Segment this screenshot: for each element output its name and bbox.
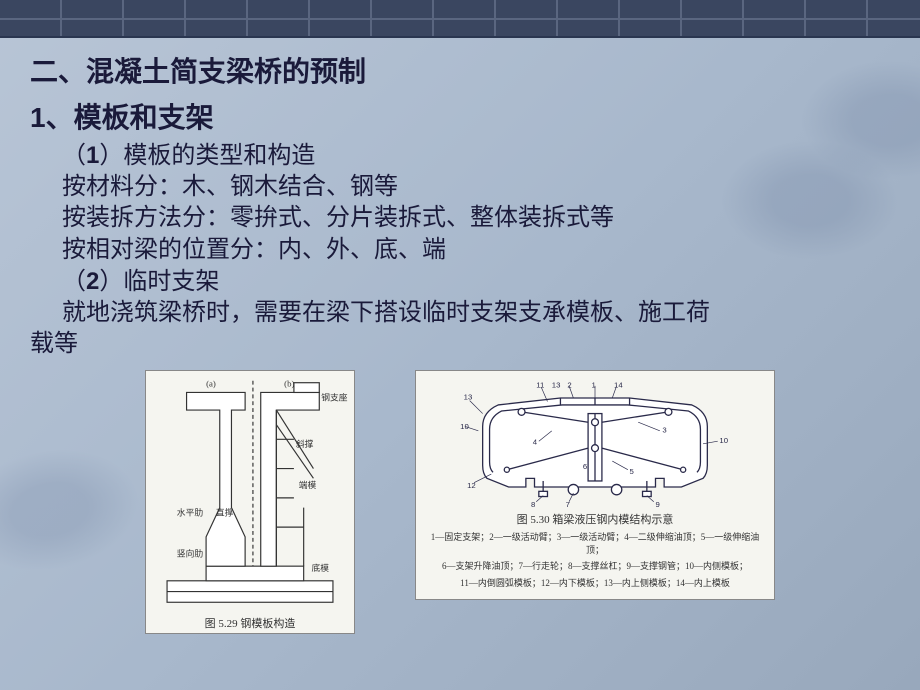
body-text-material: 按材料分：木、钢木结合、钢等 bbox=[62, 172, 890, 203]
fig-label-vrib: 竖向肋 bbox=[177, 548, 204, 559]
svg-text:8: 8 bbox=[531, 500, 535, 509]
svg-text:7: 7 bbox=[566, 500, 570, 509]
num-label: 2 bbox=[86, 268, 99, 295]
svg-text:4: 4 bbox=[533, 438, 538, 447]
fig-label-horiz: 水平肋 bbox=[177, 507, 204, 518]
body-text-position: 按相对梁的位置分：内、外、底、端 bbox=[62, 235, 890, 266]
fig-label-top: 钢支座 bbox=[321, 392, 348, 403]
figure-5-30: 11 13 2 1 14 13 10 12 3 4 5 6 7 8 9 10 bbox=[415, 370, 775, 600]
svg-text:1: 1 bbox=[592, 381, 596, 390]
svg-text:6: 6 bbox=[583, 462, 587, 471]
slide-content: 二、混凝土简支梁桥的预制 1、模板和支架 （1）模板的类型和构造 按材料分：木、… bbox=[0, 0, 920, 644]
svg-text:5: 5 bbox=[630, 467, 634, 476]
fig-label-bottom: 底模 bbox=[311, 562, 329, 573]
svg-text:13: 13 bbox=[464, 393, 473, 402]
figure-5-30-caption: 图 5.30 箱梁液压钢内模结构示意 bbox=[513, 509, 678, 529]
figure-5-29: (a) (b) 钢支座 斜撑 端模 水平肋 直撑 竖向肋 底模 图 5.29 钢… bbox=[145, 370, 355, 634]
figure-5-30-svg: 11 13 2 1 14 13 10 12 3 4 5 6 7 8 9 10 bbox=[424, 379, 766, 509]
num-label: 1 bbox=[86, 142, 99, 169]
sub-item-2: （2）临时支架 bbox=[62, 266, 890, 298]
figure-5-30-legend-3: 11—内倒圆弧模板；12—内下模板；13—内上侧模板；14—内上模板 bbox=[454, 575, 736, 592]
svg-text:14: 14 bbox=[614, 381, 623, 390]
fig-label-a: (a) bbox=[206, 379, 216, 389]
figures-row: (a) (b) 钢支座 斜撑 端模 水平肋 直撑 竖向肋 底模 图 5.29 钢… bbox=[30, 370, 890, 634]
figure-5-30-legend-1: 1—固定支架；2—一级活动臂；3—一级活动臂；4—二级伸缩油顶；5—一级伸缩油顶… bbox=[424, 529, 766, 558]
figure-5-30-legend-2: 6—支架升降油顶；7—行走轮；8—支撑丝杠；9—支撑钢管；10—内侧模板； bbox=[436, 558, 754, 575]
fig-label-diag: 斜撑 bbox=[296, 438, 314, 449]
paren-open: （ bbox=[62, 143, 86, 169]
figure-5-29-svg: (a) (b) 钢支座 斜撑 端模 水平肋 直撑 竖向肋 底模 bbox=[146, 371, 354, 613]
fig-label-side: 端模 bbox=[299, 479, 317, 490]
heading-subsection-text: 、模板和支架 bbox=[46, 103, 214, 134]
body-text-assembly: 按装拆方法分：零拚式、分片装拆式、整体装拆式等 bbox=[62, 203, 890, 234]
svg-text:10: 10 bbox=[460, 422, 469, 431]
paren-open: （ bbox=[62, 269, 86, 295]
svg-text:11: 11 bbox=[536, 381, 544, 390]
svg-text:3: 3 bbox=[662, 426, 666, 435]
sub-item-2-text: ）临时支架 bbox=[99, 269, 219, 295]
body-text-support-a: 就地浇筑梁桥时，需要在梁下搭设临时支架支承模板、施工荷 bbox=[62, 298, 890, 329]
sub-item-1-text: ）模板的类型和构造 bbox=[99, 143, 315, 169]
svg-text:13: 13 bbox=[552, 381, 561, 390]
num-label: 1 bbox=[30, 102, 46, 133]
svg-text:12: 12 bbox=[467, 481, 476, 490]
svg-text:9: 9 bbox=[655, 500, 659, 509]
fig-label-b: (b) bbox=[284, 379, 294, 389]
body-text-support-b: 载等 bbox=[30, 329, 890, 360]
svg-text:10: 10 bbox=[719, 436, 728, 445]
heading-subsection: 1、模板和支架 bbox=[30, 96, 890, 136]
sub-item-1: （1）模板的类型和构造 bbox=[62, 140, 890, 172]
fig-label-vert: 直撑 bbox=[216, 507, 234, 518]
svg-text:2: 2 bbox=[567, 381, 571, 390]
figure-5-29-caption: 图 5.29 钢模板构造 bbox=[201, 613, 300, 633]
heading-section: 二、混凝土简支梁桥的预制 bbox=[30, 50, 890, 90]
